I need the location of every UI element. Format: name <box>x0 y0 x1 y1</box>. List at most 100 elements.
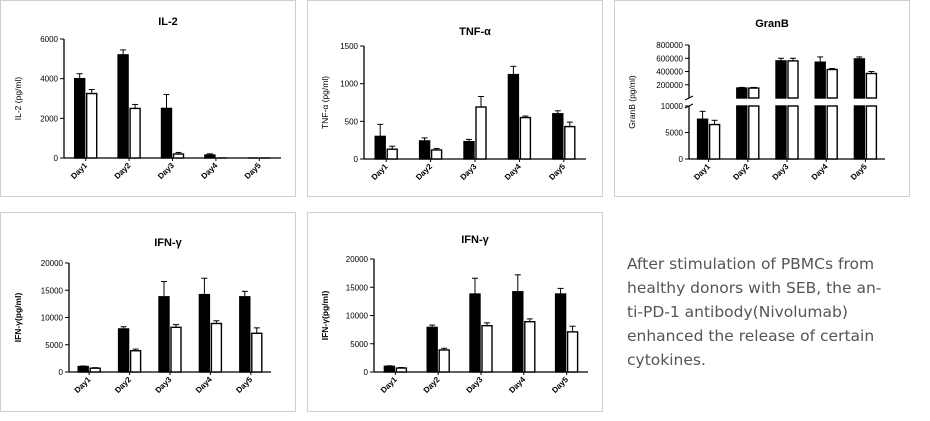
y-tick-label: 4000 <box>40 75 58 84</box>
chart-panel-tnf: TNF-α TNF-α (pg/ml) 0 500 1000 1500 Day1 Day2 Da… <box>307 0 603 197</box>
bar-series-2 <box>430 149 443 160</box>
bar-series-2 <box>787 60 799 99</box>
bar-series-1 <box>73 77 86 159</box>
x-tick-label: Day4 <box>507 375 527 395</box>
chart-panel-ifn-2: IFN-γ IFN-γ(pg/ml) 0 5000 10000 15000 20000 Day… <box>307 212 603 412</box>
x-tick-label: Day5 <box>234 375 254 395</box>
chart-title: IFN-γ <box>461 234 489 246</box>
y-tick-label: 500 <box>345 117 359 126</box>
chart-panel-ifn-1: IFN-γ IFN-γ(pg/ml) 0 5000 10000 15000 20000 Day… <box>0 212 296 412</box>
bar-series-2 <box>519 116 532 160</box>
bar-series-1 <box>117 328 130 373</box>
bar-series-1 <box>554 293 567 373</box>
bar-series-2 <box>438 349 450 373</box>
y-tick-label: 10000 <box>41 314 64 323</box>
chart-title: GranB <box>755 18 789 30</box>
bar-series-1 <box>469 293 481 373</box>
x-tick-label: Day1 <box>69 161 89 181</box>
chart-title: IL-2 <box>158 16 178 28</box>
y-tick-label: 15000 <box>346 283 369 292</box>
x-tick-label: Day2 <box>113 161 133 181</box>
bar-series-2 <box>826 68 838 99</box>
caption-line: ti-PD-1 antibody(Nivolumab) <box>627 303 848 321</box>
x-tick-label: Day5 <box>550 375 570 395</box>
bar-series-1 <box>198 293 211 373</box>
y-tick-label: 5000 <box>45 341 63 350</box>
y-tick-label: 6000 <box>40 35 58 44</box>
caption-line: enhanced the release of certain <box>627 327 875 345</box>
bar-series-2 <box>865 105 878 160</box>
x-tick-label: Day2 <box>731 162 751 182</box>
bar-series-1 <box>383 365 396 373</box>
y-tick-label: 5000 <box>350 340 368 349</box>
x-tick-label: Day3 <box>154 375 174 395</box>
x-tick-label: Day3 <box>459 162 479 182</box>
bar-series-2 <box>708 123 721 160</box>
bar-series-1 <box>418 140 431 160</box>
y-axis-label: GranB (pg/ml) <box>627 75 637 129</box>
x-tick-label: Day3 <box>156 161 176 181</box>
x-tick-label: Day5 <box>849 162 869 182</box>
y-tick-label: 10000 <box>346 312 369 321</box>
bar-series-1 <box>552 113 564 160</box>
y-tick-label: 0 <box>364 368 369 377</box>
x-tick-label: Day1 <box>379 375 399 395</box>
bar-series-1 <box>463 140 475 160</box>
y-tick-label: 800000 <box>656 41 683 50</box>
x-tick-label: Day3 <box>465 375 485 395</box>
x-tick-label: Day2 <box>113 375 133 395</box>
y-tick-label: 400000 <box>656 68 683 77</box>
y-tick-label: 0 <box>354 155 359 164</box>
chart-title: IFN-γ <box>154 237 182 249</box>
bar-series-1 <box>512 291 524 373</box>
y-tick-label: 20000 <box>41 259 64 268</box>
y-tick-label: 5000 <box>665 129 683 138</box>
bar-series-2 <box>172 153 185 159</box>
bar-series-2 <box>210 322 223 373</box>
caption-text: After stimulation of PBMCs from healthy … <box>627 252 897 372</box>
y-tick-label: 200000 <box>656 81 683 90</box>
x-tick-label: Day5 <box>243 161 263 181</box>
bar-series-1 <box>853 105 866 160</box>
y-tick-label: 1500 <box>340 42 358 51</box>
chart-granb: GranB GranB (pg/ml) 200000 400000 600000 8000… <box>627 18 885 182</box>
bar-series-1 <box>117 54 129 159</box>
bar-series-1 <box>775 105 787 160</box>
x-tick-label: Day4 <box>194 375 214 395</box>
y-tick-label: 0 <box>54 154 59 163</box>
bar-series-2 <box>251 332 263 373</box>
bar-series-2 <box>787 105 799 160</box>
caption-line: After stimulation of PBMCs from <box>627 255 875 273</box>
x-tick-label: Day1 <box>370 162 390 182</box>
y-tick-label: 0 <box>59 368 64 377</box>
bar-series-2 <box>564 125 576 160</box>
bar-series-2 <box>524 321 536 373</box>
bar-series-1 <box>696 118 709 160</box>
y-tick-label: 10000 <box>661 102 684 111</box>
bar-series-2 <box>85 92 98 159</box>
bar-series-2 <box>748 87 760 99</box>
bar-series-1 <box>814 61 826 99</box>
chart-tnf: TNF-α TNF-α (pg/ml) 0 500 1000 1500 Day1 Day2 Da… <box>320 26 586 182</box>
axis-break-mark <box>684 95 694 101</box>
bar-series-2 <box>481 324 493 373</box>
caption-line: cytokines. <box>627 351 706 369</box>
bar-series-2 <box>395 367 408 373</box>
bar-series-2 <box>566 331 579 373</box>
y-tick-label: 15000 <box>41 286 64 295</box>
bar-series-2 <box>826 105 838 160</box>
bar-series-1 <box>77 365 89 373</box>
x-tick-label: Day1 <box>692 162 712 182</box>
y-axis-label: IL-2 (pg/ml) <box>13 77 23 121</box>
bar-series-1 <box>426 326 438 373</box>
x-tick-label: Day5 <box>547 162 567 182</box>
chart-il2: IL-2 IL-2 (pg/ml) 0 2000 4000 6000 Day1 Day2 Day… <box>13 16 281 181</box>
bar-series-2 <box>129 107 141 159</box>
x-tick-label: Day4 <box>503 162 523 182</box>
bar-series-2 <box>865 72 878 99</box>
bar-series-2 <box>170 326 182 373</box>
x-tick-label: Day1 <box>73 375 93 395</box>
bar-series-1 <box>736 87 748 99</box>
bar-series-2 <box>475 106 487 160</box>
bar-series-2 <box>748 105 760 160</box>
